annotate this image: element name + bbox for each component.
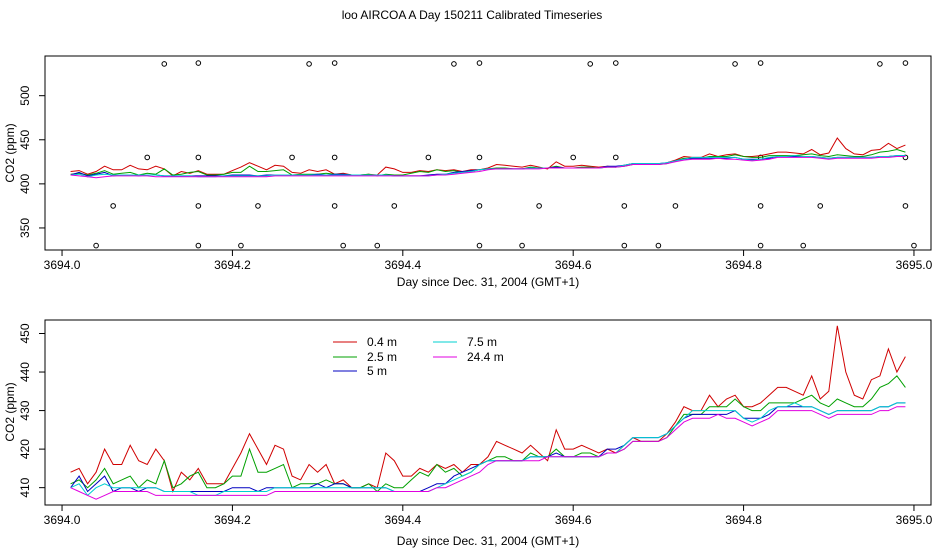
calibration-marker: [757, 242, 764, 249]
bottom-panel-axes: 3694.0 3694.2 3694.4 3694.6 3694.8 3695.0 410 4…: [18, 323, 933, 527]
top-x-tick-label: 3694.8: [725, 258, 762, 272]
bottom-series-0-4-m: [70, 325, 906, 493]
calibration-marker: [451, 61, 457, 67]
calibration-marker: [902, 154, 909, 161]
calibration-marker: [195, 242, 202, 249]
calibration-marker: [655, 242, 662, 249]
top-y-tick-label: 400: [18, 174, 32, 194]
calibration-marker: [732, 61, 738, 67]
calibration-marker: [340, 242, 346, 249]
calibration-marker: [672, 203, 679, 209]
top-x-axis-label: Day since Dec. 31, 2004 (GMT+1): [397, 275, 579, 289]
calibration-marker: [519, 242, 525, 249]
calibration-marker: [476, 242, 483, 249]
bottom-x-axis-label: Day since Dec. 31, 2004 (GMT+1): [397, 534, 579, 548]
legend-label: 7.5 m: [467, 335, 497, 349]
calibration-marker: [877, 61, 883, 67]
calibration-marker: [800, 242, 807, 249]
calibration-marker: [757, 60, 764, 66]
calibration-marker: [331, 154, 338, 161]
bottom-y-axis-label: CO2 (ppm): [3, 382, 17, 441]
calibration-marker: [570, 154, 576, 161]
calibration-marker: [195, 203, 202, 209]
top-y-tick-label: 350: [18, 218, 32, 238]
calibration-marker: [93, 242, 99, 249]
calibration-marker: [238, 242, 244, 249]
legend-label: 5 m: [367, 364, 387, 378]
legend-label: 24.4 m: [467, 350, 504, 364]
top-panel-frame: [44, 55, 932, 251]
bottom-series-5-m: [70, 402, 906, 493]
bottom-y-tick-label: 420: [18, 439, 32, 459]
calibration-marker: [195, 154, 202, 161]
bottom-y-tick-label: 440: [18, 362, 32, 382]
bottom-x-tick-label: 3694.6: [555, 513, 592, 527]
top-y-tick-label: 450: [18, 129, 32, 149]
legend-label: 0.4 m: [367, 335, 397, 349]
top-x-tick-label: 3694.4: [384, 258, 421, 272]
top-y-axis-label: CO2 (ppm): [3, 123, 17, 182]
calibration-marker: [757, 203, 764, 209]
legend-label: 2.5 m: [367, 350, 397, 364]
top-panel-axes: 3694.0 3694.2 3694.4 3694.6 3694.8 3695.0 350 4…: [18, 85, 933, 272]
top-series-24-4-m: [70, 156, 906, 179]
calibration-marker: [587, 61, 594, 67]
top-series-7-5-m: [70, 155, 906, 178]
bottom-x-tick-label: 3694.4: [384, 513, 421, 527]
calibration-marker: [391, 203, 398, 209]
calibration-marker: [817, 203, 824, 209]
bottom-series-7-5-m: [70, 402, 906, 497]
top-series-2-5-m: [70, 148, 906, 177]
top-y-tick-label: 500: [18, 85, 32, 105]
top-x-tick-label: 3694.0: [44, 258, 81, 272]
bottom-y-tick-label: 410: [18, 477, 32, 497]
chart-title: loo AIRCOA A Day 150211 Calibrated Times…: [342, 8, 603, 22]
calibration-marker: [144, 154, 151, 161]
calibration-marker: [425, 154, 432, 161]
calibration-marker: [621, 242, 628, 249]
calibration-marker: [621, 203, 628, 209]
calibration-marker: [289, 154, 295, 161]
bottom-series-24-4-m: [70, 406, 906, 500]
calibration-marker: [331, 203, 338, 209]
calibration-marker: [195, 60, 202, 66]
bottom-panel-frame: [44, 319, 932, 506]
calibration-marker: [536, 203, 542, 209]
bottom-x-tick-label: 3694.2: [214, 513, 251, 527]
top-panel-markers: [93, 60, 917, 249]
calibration-marker: [902, 203, 909, 209]
bottom-x-tick-label: 3695.0: [896, 513, 933, 527]
calibration-marker: [476, 154, 483, 161]
top-panel-series: [70, 137, 906, 179]
calibration-marker: [476, 60, 483, 66]
bottom-series-2-5-m: [70, 375, 906, 493]
calibration-marker: [374, 242, 381, 249]
bottom-panel-series: [70, 325, 906, 500]
top-series-5-m: [70, 155, 906, 177]
calibration-marker: [255, 203, 261, 209]
calibration-marker: [476, 203, 483, 209]
calibration-marker: [902, 60, 909, 66]
top-x-tick-label: 3694.2: [214, 258, 251, 272]
top-x-tick-label: 3694.6: [555, 258, 592, 272]
calibration-marker: [612, 60, 619, 66]
calibration-marker: [911, 242, 917, 249]
calibration-marker: [161, 61, 168, 67]
bottom-x-tick-label: 3694.0: [44, 513, 81, 527]
chart-legend: 0.4 m2.5 m5 m 7.5 m24.4 m: [333, 335, 504, 378]
bottom-x-tick-label: 3694.8: [725, 513, 762, 527]
bottom-y-tick-label: 450: [18, 323, 32, 343]
top-series-0-4-m: [70, 137, 906, 177]
bottom-y-tick-label: 430: [18, 400, 32, 420]
calibration-marker: [110, 203, 116, 209]
calibration-marker: [306, 61, 312, 67]
calibration-marker: [331, 60, 338, 66]
calibration-marker: [612, 154, 619, 161]
top-x-tick-label: 3695.0: [896, 258, 933, 272]
